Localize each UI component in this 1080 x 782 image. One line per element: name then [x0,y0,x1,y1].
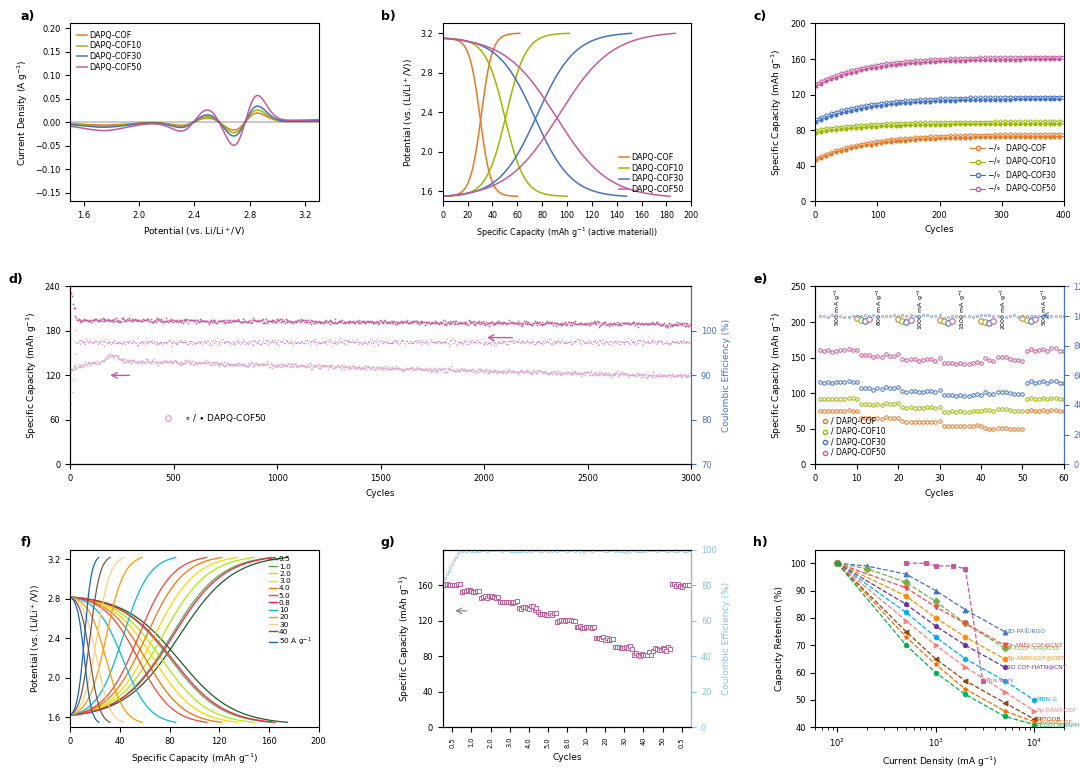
DAPQ-COF10 [222,126,235,135]
DAPQ-COF [312,117,325,126]
Text: Tp-DANT-COF: Tp-DANT-COF [1036,708,1077,713]
Y-axis label: Specific Capacity (mAh g$^{-1}$): Specific Capacity (mAh g$^{-1}$) [25,312,39,439]
X-axis label: Cycles: Cycles [552,753,582,762]
X-axis label: Specific Capacity (mAh g$^{-1}$): Specific Capacity (mAh g$^{-1}$) [131,752,258,766]
DAPQ-COF [208,115,221,124]
DAPQ-COF50 [252,91,265,100]
Y-axis label: Potential (vs. (Li/Li$^+$/V)): Potential (vs. (Li/Li$^+$/V)) [29,584,42,693]
DAPQ-COF [253,109,266,118]
Text: 500 mA g$^{-1}$: 500 mA g$^{-1}$ [1040,288,1051,326]
X-axis label: Current Density (mA g$^{-1}$): Current Density (mA g$^{-1}$) [882,755,997,769]
X-axis label: Potential (vs. Li/Li$^+$/V): Potential (vs. Li/Li$^+$/V) [144,225,245,239]
Text: b): b) [380,10,395,23]
DAPQ-COF50 [253,91,266,101]
Text: PIBN-G: PIBN-G [1036,698,1057,702]
X-axis label: Cycles: Cycles [924,489,955,497]
DAPQ-COF10 [215,119,228,128]
DAPQ-COF50 [222,136,235,145]
Line: DAPQ-COF10: DAPQ-COF10 [70,110,319,133]
X-axis label: Cycles: Cycles [366,489,395,497]
DAPQ-COF30 [215,120,228,129]
Y-axis label: Specific Capacity (mAh g$^{-1}$): Specific Capacity (mAh g$^{-1}$) [397,575,411,702]
Text: PEDOT@DAPH-TFP COF: PEDOT@DAPH-TFP COF [1036,722,1080,727]
DAPQ-COF30 [252,102,265,111]
Text: h): h) [753,536,768,549]
DAPQ-COF10 [79,120,92,130]
DAPQ-COF50 [312,115,325,124]
DAPQ-COF30 [222,128,235,138]
DAPQ-COF30 [79,121,92,131]
X-axis label: Cycles: Cycles [924,225,955,235]
DAPQ-COF50 [227,141,240,150]
DAPQ-COF30 [312,116,325,125]
Legend: DAPQ-COF, DAPQ-COF10, DAPQ-COF30, DAPQ-COF50: DAPQ-COF, DAPQ-COF10, DAPQ-COF30, DAPQ-C… [617,150,687,197]
Y-axis label: Specific Capacity (mAh g$^{-1}$): Specific Capacity (mAh g$^{-1}$) [770,48,784,176]
Text: 1000 mA g$^{-1}$: 1000 mA g$^{-1}$ [916,288,927,330]
Text: e): e) [753,273,768,286]
DAPQ-COF50 [279,115,292,124]
DAPQ-COF10 [253,106,266,115]
DAPQ-COF [252,109,265,118]
DAPQ-COF30 [253,102,266,111]
Text: Dr-ANDI-COF@CNT: Dr-ANDI-COF@CNT [1007,643,1063,647]
Legend: $-$/$\circ$  DAPQ-COF, $-$/$\circ$  DAPQ-COF10, $-$/$\circ$  DAPQ-COF30, $-$/$\c: $-$/$\circ$ DAPQ-COF, $-$/$\circ$ DAPQ-C… [967,138,1059,197]
DAPQ-COF10 [252,106,265,115]
Legend: / DAPQ-COF, / DAPQ-COF10, / DAPQ-COF30, / DAPQ-COF50: / DAPQ-COF, / DAPQ-COF10, / DAPQ-COF30, … [820,414,889,461]
DAPQ-COF [79,120,92,129]
Text: 500 mA g$^{-1}$: 500 mA g$^{-1}$ [833,288,843,326]
Text: g): g) [380,536,395,549]
Text: c): c) [753,10,767,23]
Y-axis label: Capacity Retention (%): Capacity Retention (%) [775,586,784,691]
DAPQ-COF10 [279,117,292,126]
Text: d): d) [9,273,23,286]
Text: PPTOOB: PPTOOB [1036,716,1061,722]
Y-axis label: Coulombic Efficiency (%): Coulombic Efficiency (%) [723,582,731,695]
Text: 800 mA g$^{-1}$: 800 mA g$^{-1}$ [875,288,885,326]
Line: DAPQ-COF: DAPQ-COF [70,113,319,130]
Text: Pt-ECOF-II/RGO50: Pt-ECOF-II/RGO50 [1007,645,1059,651]
Text: 1500 mA g$^{-1}$: 1500 mA g$^{-1}$ [957,288,968,330]
DAPQ-COF30 [64,120,77,129]
DAPQ-COF50 [208,110,221,120]
DAPQ-COF10 [64,120,77,129]
Text: 2000 mA g$^{-1}$: 2000 mA g$^{-1}$ [999,288,1009,330]
DAPQ-COF10 [227,128,240,138]
DAPQ-COF [222,124,235,133]
Text: This work: This work [985,678,1013,683]
Legend: 0.5, 1.0, 2.0, 3.0, 4.0, 5.0, 0.8, 10, 20, 30, 40, 50 A g$^{-1}$: 0.5, 1.0, 2.0, 3.0, 4.0, 5.0, 0.8, 10, 2… [267,553,315,651]
Text: Tp-ANDI-COF@CNT: Tp-ANDI-COF@CNT [1007,656,1064,662]
DAPQ-COF10 [208,114,221,124]
Text: f): f) [21,536,32,549]
Legend: DAPQ-COF, DAPQ-COF10, DAPQ-COF30, DAPQ-COF50: DAPQ-COF, DAPQ-COF10, DAPQ-COF30, DAPQ-C… [75,27,145,75]
Y-axis label: Specific Capacity (mAh g$^{-1}$): Specific Capacity (mAh g$^{-1}$) [770,312,784,439]
DAPQ-COF [279,117,292,126]
DAPQ-COF [64,119,77,128]
Y-axis label: Coulombic Efficiency (%): Coulombic Efficiency (%) [723,319,731,432]
DAPQ-COF [215,119,228,128]
Text: 2D-PA①/RGO: 2D-PA①/RGO [1007,629,1045,634]
DAPQ-COF50 [79,124,92,133]
Line: DAPQ-COF50: DAPQ-COF50 [70,95,319,145]
DAPQ-COF [227,125,240,135]
Text: 2D COF-HATN@CNT: 2D COF-HATN@CNT [1007,665,1066,669]
DAPQ-COF30 [208,113,221,123]
DAPQ-COF50 [215,121,228,131]
DAPQ-COF10 [312,117,325,126]
DAPQ-COF50 [64,122,77,131]
Y-axis label: Potential (vs. (Li/Li$^+$/V)): Potential (vs. (Li/Li$^+$/V)) [402,58,415,167]
Text: a): a) [21,10,35,23]
Text: DAAQ-ECOF: DAAQ-ECOF [1036,719,1072,724]
Y-axis label: Current Density (A g$^{-1}$): Current Density (A g$^{-1}$) [15,59,29,166]
DAPQ-COF30 [279,116,292,125]
DAPQ-COF30 [227,131,240,141]
Line: DAPQ-COF30: DAPQ-COF30 [70,106,319,136]
Legend: $\circ$ / $\bullet$ DAPQ-COF50: $\circ$ / $\bullet$ DAPQ-COF50 [156,408,271,428]
X-axis label: Specific Capacity (mAh g$^{-1}$ (active material)): Specific Capacity (mAh g$^{-1}$ (active … [476,225,658,240]
